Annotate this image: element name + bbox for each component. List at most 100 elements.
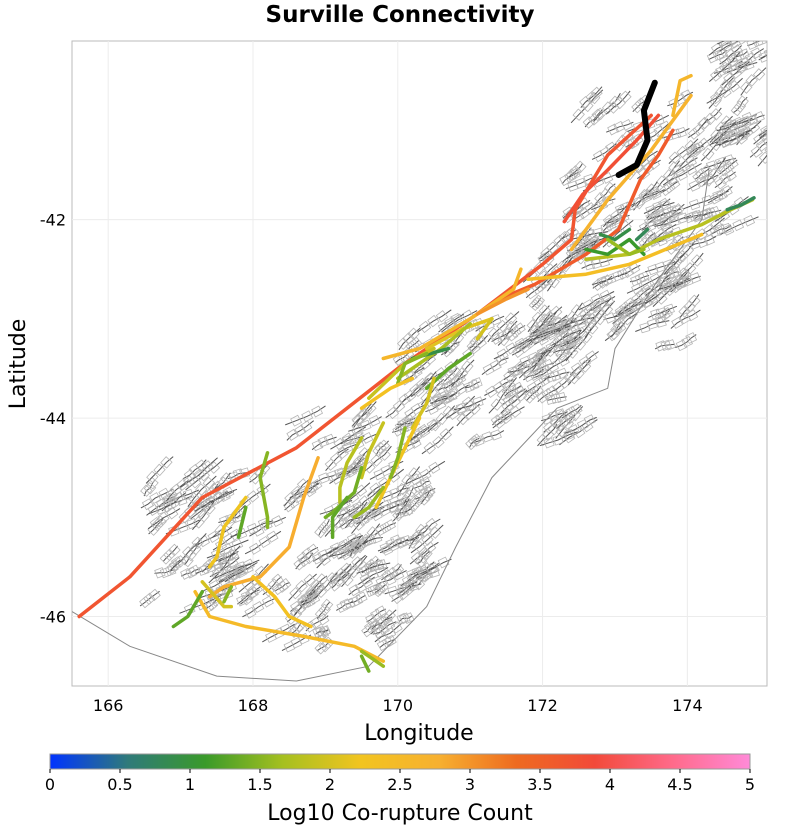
fault-surface-box: [333, 437, 346, 451]
fault-surface-box: [426, 403, 439, 416]
connected-fault: [381, 267, 523, 361]
colorbar-label: Log10 Co-rupture Count: [267, 801, 533, 826]
fault-surface-box: [403, 414, 416, 427]
fault-surface-box: [572, 367, 585, 380]
background-fault: [527, 305, 550, 333]
fault-surface-box: [565, 342, 577, 355]
fault-surface-box: [384, 573, 397, 586]
fault-surface-box: [538, 313, 552, 326]
fault-surface-box: [352, 437, 365, 450]
fault-surface-box: [668, 161, 681, 174]
fault-surface-box: [689, 145, 702, 158]
fault-surface-box: [379, 542, 392, 554]
fault-surface-box: [441, 381, 453, 394]
fault-surface-box: [311, 439, 324, 452]
fault-surface-box: [450, 312, 463, 325]
background-fault: [565, 175, 596, 190]
fault-surface-box: [739, 81, 753, 94]
fault-surface-box: [675, 339, 688, 352]
fault-surface-box: [218, 490, 231, 503]
fault-surface-box: [655, 340, 667, 352]
fault-surface-box: [358, 565, 370, 577]
fault-surface-box: [244, 606, 257, 619]
colorbar-tick-label: 0.5: [107, 775, 132, 794]
background-fault: [374, 621, 404, 643]
background-fault: [687, 118, 709, 139]
fault-surface-box: [688, 210, 700, 222]
fault-surface-box: [197, 468, 211, 482]
y-axis-label: Latitude: [6, 319, 31, 410]
fault-surface-box: [448, 364, 462, 378]
x-axis-label: Longitude: [364, 721, 473, 746]
fault-surface-box: [317, 613, 330, 626]
fault-surface-box: [612, 318, 626, 331]
background-fault: [288, 573, 317, 601]
fault-surface-box: [703, 234, 715, 246]
fault-surface-box: [220, 472, 233, 485]
fault-surface-box: [544, 371, 557, 384]
fault-surface-box: [786, 38, 796, 48]
fault-surface-box: [540, 247, 553, 260]
fault-surface-box: [340, 562, 353, 576]
fault-surface-box: [392, 508, 405, 522]
background-fault: [380, 487, 411, 500]
background-fault: [356, 562, 391, 574]
background-fault: [708, 51, 741, 82]
fault-surface-box: [685, 163, 698, 176]
background-fault: [648, 121, 671, 139]
fault-surface-box: [174, 555, 187, 568]
fault-surface-box: [143, 481, 157, 495]
background-fault: [295, 552, 313, 570]
fault-surface-box: [419, 525, 432, 538]
fault-surface-box: [374, 605, 387, 618]
colorbar-tick-label: 1: [185, 775, 195, 794]
fault-surface-box: [718, 61, 732, 74]
background-fault: [525, 385, 542, 402]
fault-surface-box: [727, 119, 739, 131]
fault-surface-box: [561, 408, 574, 421]
colorbar-tick-label: 4: [605, 775, 615, 794]
background-fault: [487, 311, 520, 343]
fault-surface-box: [543, 311, 556, 324]
background-fault: [673, 275, 701, 288]
fault-surface-box: [596, 275, 609, 288]
fault-surface-box: [364, 620, 377, 634]
background-fault: [537, 423, 558, 447]
fault-surface-box: [726, 157, 739, 170]
fault-surface-box: [533, 377, 546, 390]
background-fault: [284, 493, 305, 511]
fault-surface-box: [318, 603, 331, 617]
fault-surface-box: [352, 501, 364, 513]
fault-surface-box: [558, 230, 571, 244]
fault-surface-box: [444, 369, 457, 382]
fault-surface-box: [687, 127, 701, 140]
fault-surface-box: [615, 307, 628, 320]
fault-surface-box: [729, 41, 741, 45]
fault-surface-box: [719, 85, 732, 99]
fault-surface-box: [375, 559, 388, 571]
background-fault: [547, 396, 567, 401]
background-fault: [545, 332, 568, 357]
background-fault: [687, 174, 719, 191]
background-fault: [504, 385, 522, 397]
fault-surface-box: [590, 301, 603, 314]
fault-surface-box: [361, 625, 374, 638]
fault-surface-box: [413, 491, 426, 504]
fault-surface-box: [308, 592, 321, 605]
fault-surface-box: [661, 222, 674, 236]
fault-surface-box: [663, 181, 676, 194]
fault-surface-box: [354, 484, 368, 497]
fault-surface-box: [602, 214, 616, 227]
fault-surface-box: [416, 551, 430, 564]
fault-surface-box: [536, 333, 549, 346]
fault-surface-box: [746, 113, 759, 126]
fault-surface-box: [739, 57, 752, 69]
fault-surface-box: [670, 255, 683, 269]
fault-surface-box: [621, 313, 634, 326]
fault-surface-box: [585, 322, 599, 335]
background-fault: [529, 325, 556, 338]
fault-surface-box: [553, 419, 567, 432]
background-fault: [738, 114, 765, 124]
fault-surface-box: [320, 598, 334, 612]
fault-surface-box: [205, 598, 219, 612]
